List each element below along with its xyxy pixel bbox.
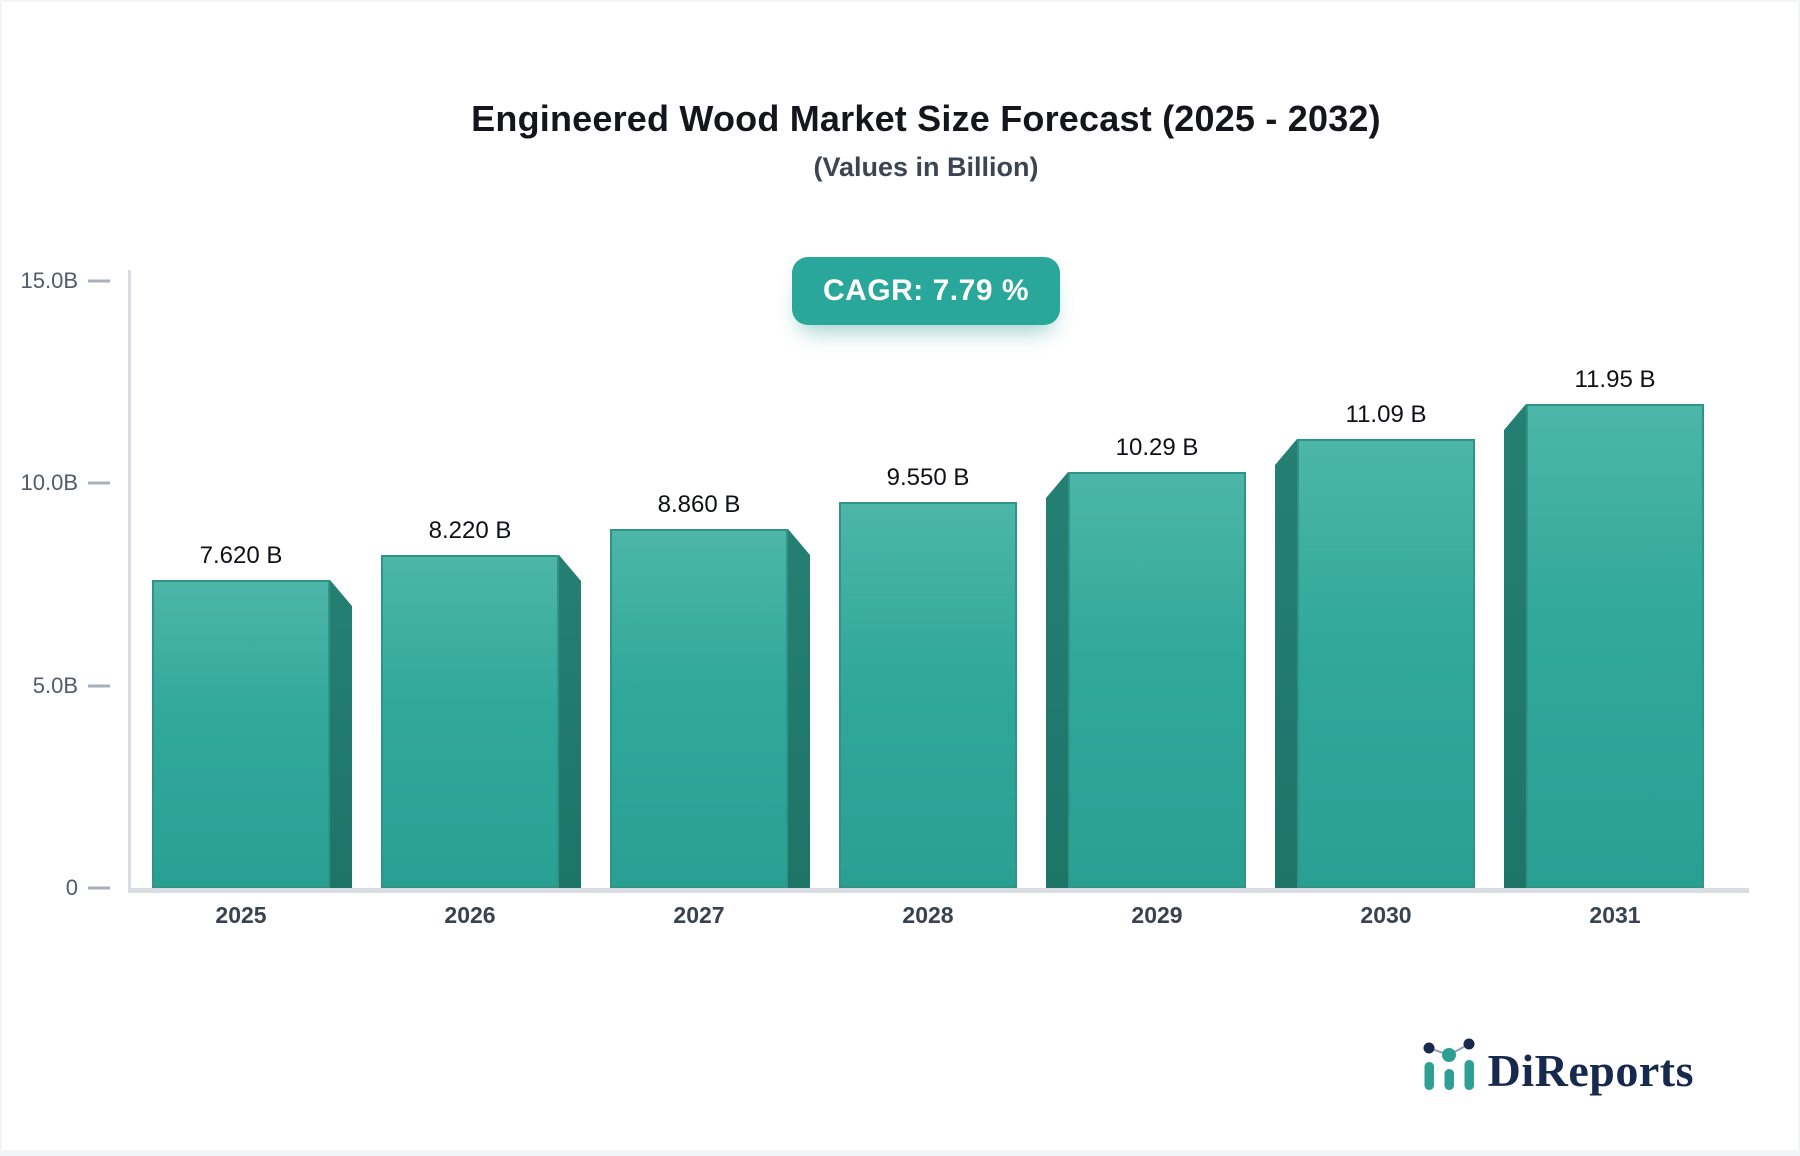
chart-header: Engineered Wood Market Size Forecast (20… (50, 2, 1798, 183)
x-axis-label: 2030 (1360, 902, 1412, 928)
bar-group-2029: 10.29 B (1046, 434, 1246, 888)
bar (610, 529, 788, 888)
bar (381, 555, 559, 888)
bar-3d-side (788, 529, 810, 888)
y-axis-tick-label: 0 (65, 875, 78, 900)
y-axis-tick-mark (88, 481, 110, 485)
x-axis-line (128, 888, 1749, 893)
bar-value-label: 9.550 B (886, 464, 970, 491)
bar (1526, 404, 1704, 888)
x-axis-label: 2028 (902, 902, 954, 928)
bar (839, 502, 1017, 888)
brand-chart-icon (1418, 1036, 1480, 1094)
bar-value-label: 11.09 B (1345, 401, 1427, 428)
bar-value-label: 11.95 B (1574, 366, 1656, 393)
cagr-badge-label: CAGR: 7.79 % (822, 274, 1030, 307)
bar-group-2027: 8.860 B (610, 491, 810, 888)
bar-3d-side (330, 580, 352, 888)
bar-group-2028: 9.550 B (839, 464, 1017, 888)
y-axis-tick-mark (88, 886, 110, 890)
chart-subtitle: (Values in Billion) (813, 152, 1039, 182)
x-axis-label: 2025 (215, 902, 267, 928)
x-axis-labels: 2025 2026 2027 2028 2029 2030 2031 (130, 902, 1750, 938)
x-axis-label: 2029 (1131, 902, 1183, 928)
cagr-badge: CAGR: 7.79 % (792, 257, 1060, 325)
x-axis-label: 2027 (673, 902, 725, 928)
bar-value-label: 8.860 B (657, 491, 741, 518)
x-axis-label: 2026 (444, 902, 496, 928)
y-axis: 0 5.0B 10.0B 15.0B (2, 268, 130, 900)
bar-group-2026: 8.220 B (381, 517, 581, 888)
bar-group-2031: 11.95 B (1504, 366, 1704, 888)
bar-group-2030: 11.09 B (1275, 401, 1475, 888)
y-axis-tick-mark (88, 684, 110, 688)
bar-3d-side (559, 555, 581, 888)
bar-3d-side (1046, 472, 1068, 888)
y-axis-tick-label: 15.0B (20, 268, 79, 293)
bar (1068, 472, 1246, 888)
y-axis-tick-mark (88, 279, 110, 283)
bar-3d-side (1504, 404, 1526, 888)
brand-logo: DiReports (1418, 1036, 1694, 1094)
bar-value-label: 8.220 B (428, 517, 512, 544)
plot-area: 7.620 B 8.220 B 8.860 B 9.550 B 10.29 B 11.09… (130, 272, 1750, 888)
bar-value-label: 10.29 B (1115, 434, 1199, 461)
x-axis-label: 2031 (1589, 902, 1641, 928)
bar-group-2025: 7.620 B (152, 542, 352, 888)
bar-3d-side (1275, 439, 1297, 888)
bar (1297, 439, 1475, 888)
y-axis-tick-label: 5.0B (32, 673, 78, 698)
y-axis-tick-label: 10.0B (20, 470, 79, 495)
bar (152, 580, 330, 888)
bar-value-label: 7.620 B (199, 542, 283, 569)
brand-name: DiReports (1487, 1045, 1694, 1096)
y-axis-line (128, 270, 131, 891)
chart-title: Engineered Wood Market Size Forecast (20… (471, 98, 1381, 139)
